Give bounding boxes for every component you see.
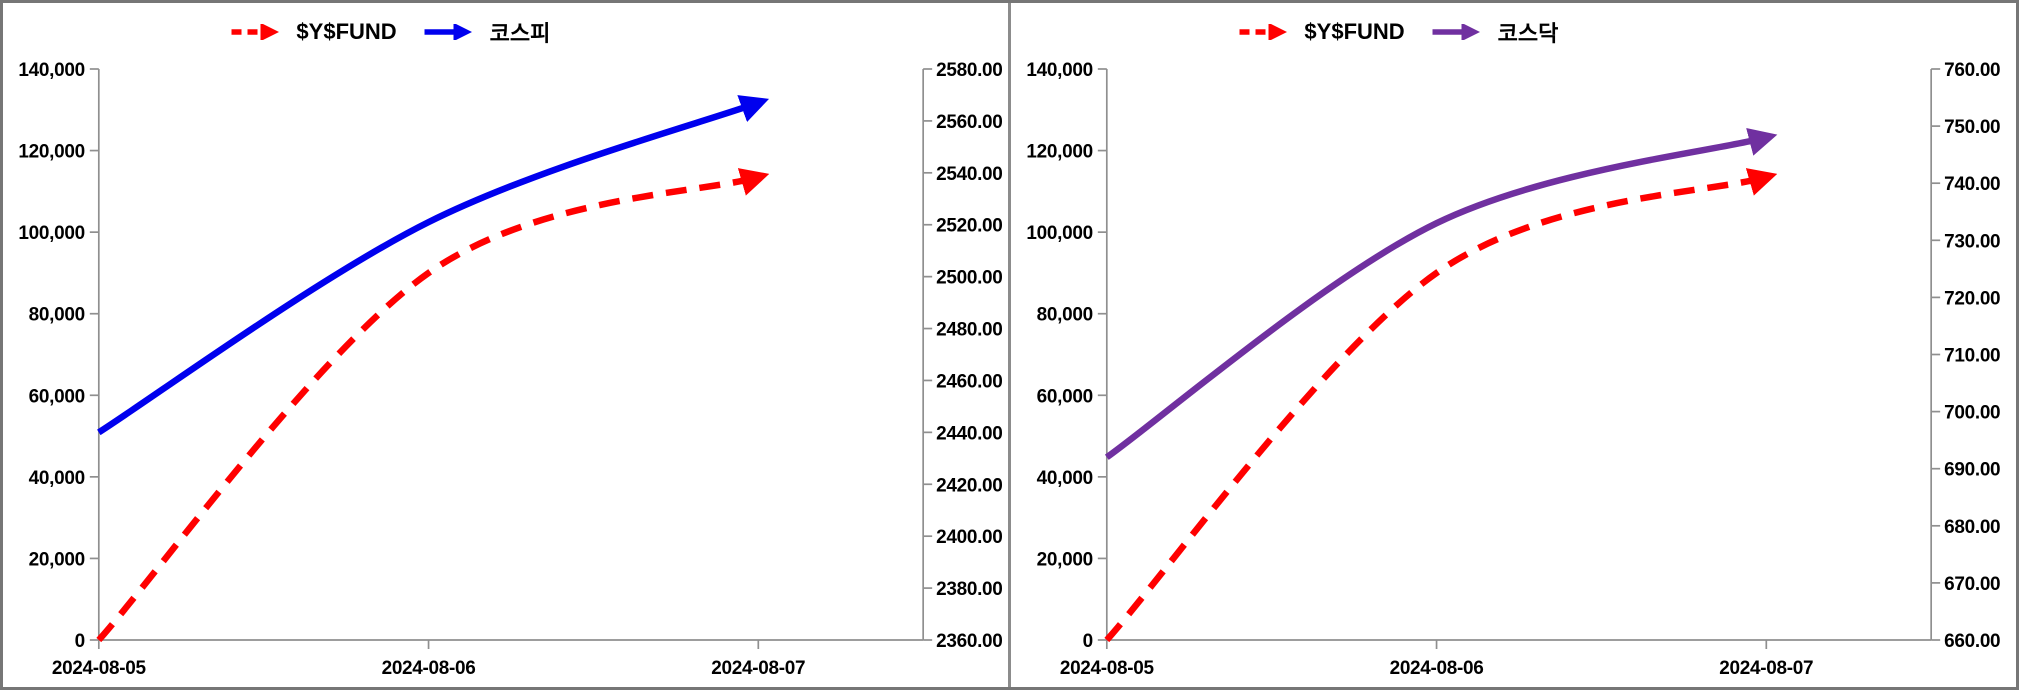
left-axis-tick-label: 120,000 [18, 142, 84, 163]
right-axis-tick-label: 2360.00 [936, 631, 1002, 652]
right-axis-ticks: 2360.00 2380.00 2400.00 2420.00 2440.00 2460.… [923, 60, 1003, 652]
right-axis-tick-label: 2480.00 [936, 320, 1002, 341]
x-axis-ticks: 2024-08-05 2024-08-06 2024-08-07 [52, 640, 806, 679]
x-axis-tick-label: 2024-08-07 [711, 658, 805, 679]
left-axis-tick-label: 0 [75, 631, 85, 652]
chart-canvas-kosdaq: 0 20,000 40,000 60,000 80,000 100,000 120,000 1… [1026, 60, 2001, 679]
left-axis-tick-label: 140,000 [18, 60, 84, 81]
legend-kosdaq: $Y$FUND 코스닥 [1237, 16, 1558, 48]
right-axis-tick-label: 2420.00 [936, 475, 1002, 496]
series-line-0 [96, 168, 770, 643]
right-axis-tick-label: 2380.00 [936, 579, 1002, 600]
chart-canvas-kospi: 0 20,000 40,000 60,000 80,000 100,000 120,000 1… [18, 60, 1003, 679]
right-axis-tick-label: 2580.00 [936, 60, 1002, 81]
right-axis-tick-label: 760.00 [1944, 60, 2000, 81]
legend-item-0: $Y$FUND [229, 19, 397, 45]
left-axis-tick-label: 80,000 [1037, 305, 1093, 326]
left-axis-ticks: 0 20,000 40,000 60,000 80,000 100,000 120,000 1… [18, 60, 99, 652]
right-axis-tick-label: 2440.00 [936, 423, 1002, 444]
series-lines [96, 95, 770, 643]
right-axis-tick-label: 2400.00 [936, 527, 1002, 548]
legend-label: $Y$FUND [1304, 19, 1405, 44]
right-axis-tick-label: 660.00 [1944, 631, 2000, 652]
right-axis-tick-label: 680.00 [1944, 517, 2000, 538]
right-axis-tick-label: 670.00 [1944, 574, 2000, 595]
series-line-1 [97, 95, 770, 436]
right-axis-tick-label: 2520.00 [936, 216, 1002, 237]
right-axis-tick-label: 710.00 [1944, 345, 2000, 366]
right-axis-tick-label: 700.00 [1944, 403, 2000, 424]
dashed-arrow-icon [1239, 24, 1287, 40]
solid-arrow-icon [1432, 24, 1481, 40]
legend-item-1: 코스피 [423, 16, 551, 48]
left-axis-tick-label: 100,000 [18, 223, 84, 244]
left-axis-tick-label: 40,000 [29, 468, 85, 489]
x-axis-ticks: 2024-08-05 2024-08-06 2024-08-07 [1060, 640, 1814, 679]
chart-panel-kospi: $Y$FUND 코스피 0 20,000 40,000 60,000 80,000 100,… [3, 3, 1008, 687]
right-axis-tick-label: 2460.00 [936, 371, 1002, 392]
right-axis-tick-label: 750.00 [1944, 117, 2000, 138]
left-axis-tick-label: 0 [1083, 631, 1093, 652]
right-axis-tick-label: 2560.00 [936, 112, 1002, 133]
left-axis-tick-label: 140,000 [1026, 60, 1092, 81]
series-line-0 [1104, 168, 1778, 643]
legend-kospi: $Y$FUND 코스피 [229, 16, 550, 48]
solid-arrow-icon [424, 24, 473, 40]
chart-panel-kosdaq: $Y$FUND 코스닥 0 20,000 40,000 60,000 80,000 100,… [1008, 3, 2016, 687]
series-line-1 [1104, 127, 1778, 460]
axes [1105, 69, 1933, 641]
right-axis-tick-label: 720.00 [1944, 288, 2000, 309]
right-axis-tick-label: 2500.00 [936, 268, 1002, 289]
x-axis-tick-label: 2024-08-05 [52, 658, 147, 679]
x-axis-tick-label: 2024-08-06 [382, 658, 476, 679]
left-axis-tick-label: 80,000 [29, 305, 85, 326]
right-axis-tick-label: 730.00 [1944, 231, 2000, 252]
legend-item-1: 코스닥 [1431, 16, 1559, 48]
legend-label: 코스닥 [1497, 21, 1559, 46]
series-lines [1104, 127, 1778, 643]
right-axis-tick-label: 690.00 [1944, 460, 2000, 481]
legend-label: $Y$FUND [296, 19, 397, 44]
legend-label: 코스피 [489, 21, 551, 46]
left-axis-tick-label: 60,000 [1037, 386, 1093, 407]
x-axis-tick-label: 2024-08-05 [1060, 658, 1155, 679]
left-axis-tick-label: 120,000 [1026, 142, 1092, 163]
axes [97, 69, 925, 641]
x-axis-tick-label: 2024-08-07 [1719, 658, 1813, 679]
right-axis-tick-label: 740.00 [1944, 174, 2000, 195]
right-axis-tick-label: 2540.00 [936, 164, 1002, 185]
left-axis-ticks: 0 20,000 40,000 60,000 80,000 100,000 120,000 1… [1026, 60, 1107, 652]
left-axis-tick-label: 60,000 [29, 386, 85, 407]
left-axis-tick-label: 20,000 [1037, 549, 1093, 570]
left-axis-tick-label: 20,000 [29, 549, 85, 570]
left-axis-tick-label: 100,000 [1026, 223, 1092, 244]
right-axis-ticks: 660.00 670.00 680.00 690.00 700.00 710.00 720.… [1931, 60, 2001, 652]
dashed-arrow-icon [231, 24, 279, 40]
legend-item-0: $Y$FUND [1237, 19, 1405, 45]
x-axis-tick-label: 2024-08-06 [1390, 658, 1484, 679]
left-axis-tick-label: 40,000 [1037, 468, 1093, 489]
